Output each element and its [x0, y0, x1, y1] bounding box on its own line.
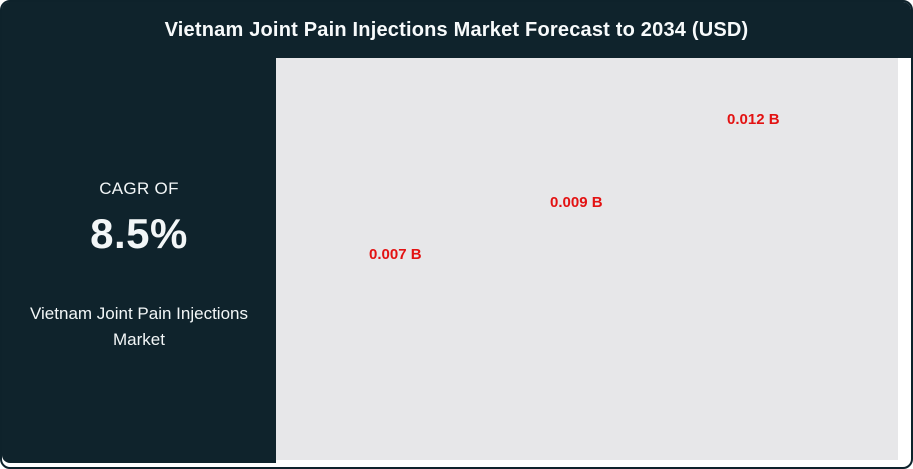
cagr-label: CAGR OF [99, 179, 179, 198]
data-label-2034-value: 0.012 B [727, 111, 780, 128]
sidebar-panel [2, 2, 276, 463]
market-name: Vietnam Joint Pain Injections Market [30, 304, 248, 349]
page-title: Vietnam Joint Pain Injections Market For… [164, 18, 749, 41]
chart-plot-area: 0.007 B 0.009 B 0.012 B [276, 58, 898, 460]
cagr-value: 8.5% [90, 210, 188, 257]
sidebar-content: CAGR OF 8.5% Vietnam Joint Pain Injectio… [2, 2, 276, 463]
data-label-2024-value: 0.007 B [369, 246, 422, 263]
data-label-mid-value: 0.009 B [550, 194, 603, 211]
